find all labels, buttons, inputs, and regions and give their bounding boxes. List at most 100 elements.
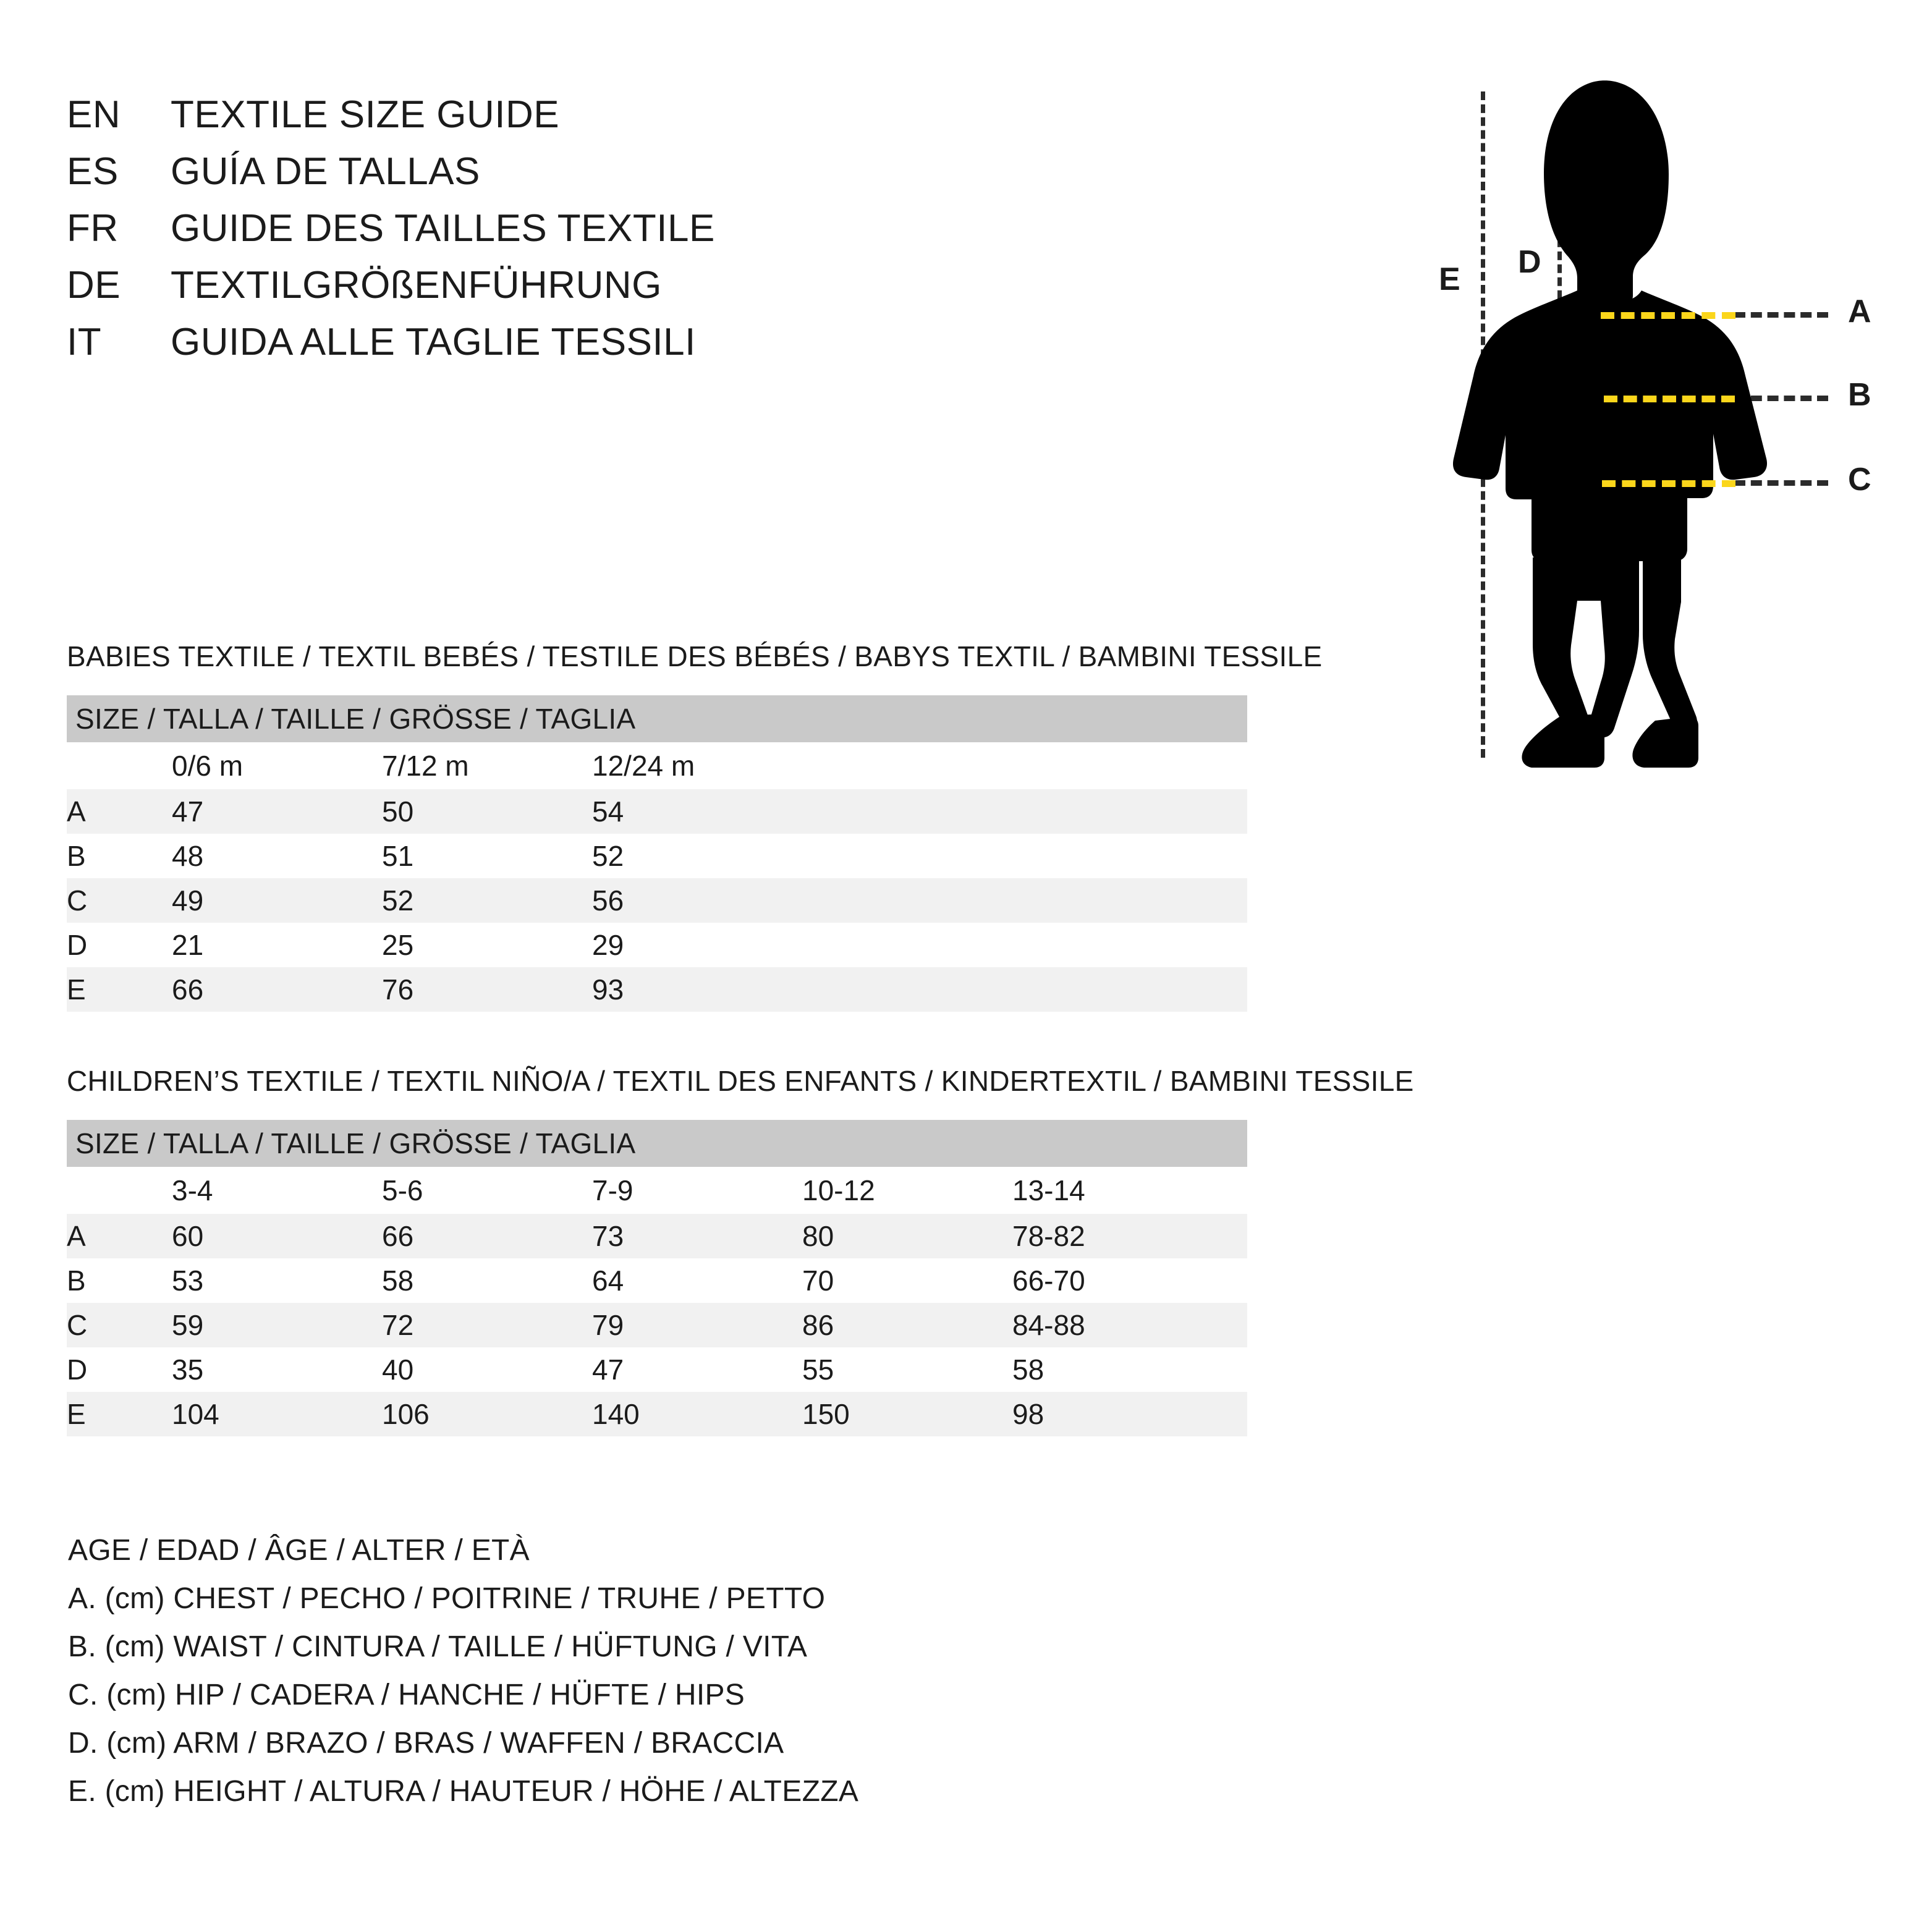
babies-a-pad [802, 789, 1248, 834]
figure-label-e: E [1439, 261, 1460, 297]
children-a-0: 60 [172, 1214, 382, 1258]
title-row-es: ES GUÍA DE TALLAS [67, 150, 994, 206]
babies-c-2: 56 [592, 878, 802, 923]
table-row: C 59 72 79 86 84-88 [67, 1303, 1248, 1347]
chest-measure-line-a [1601, 312, 1735, 319]
children-e-4: 98 [1012, 1392, 1248, 1436]
chest-leader-line-a [1734, 312, 1828, 318]
table-row: B 48 51 52 [67, 834, 1247, 878]
children-c-2: 79 [592, 1303, 802, 1347]
babies-b-1: 51 [382, 840, 414, 872]
title-lang-fr: FR [67, 207, 119, 250]
children-col-1: 5-6 [382, 1174, 423, 1206]
table-row: A 47 50 54 [67, 789, 1248, 834]
babies-b-pad [802, 834, 1247, 878]
hip-leader-line-c [1734, 480, 1828, 486]
babies-e-pad [802, 967, 1248, 1012]
babies-e-1: 76 [382, 967, 592, 1012]
table-row: D 35 40 47 55 58 [67, 1347, 1247, 1392]
legend-line-b-waist: B. (cm) WAIST / CINTURA / TAILLE / HÜFTU… [68, 1630, 808, 1663]
children-row-label-b: B [67, 1265, 86, 1297]
babies-col-0: 0/6 m [172, 750, 244, 782]
babies-b-0: 48 [172, 840, 204, 872]
children-b-0: 53 [172, 1265, 204, 1297]
table-row: C 49 52 56 [67, 878, 1248, 923]
babies-a-2: 54 [592, 789, 802, 834]
table-row: A 60 66 73 80 78-82 [67, 1214, 1248, 1258]
babies-d-1: 25 [382, 929, 414, 961]
title-text-fr: GUIDE DES TAILLES TEXTILE [171, 207, 715, 250]
babies-corner-cell [67, 742, 172, 789]
table-row: E 66 76 93 [67, 967, 1248, 1012]
legend-line-c-hip: C. (cm) HIP / CADERA / HANCHE / HÜFTE / … [68, 1679, 745, 1711]
title-lang-en: EN [67, 93, 121, 136]
title-row-de: DE TEXTILGRÖßENFÜHRUNG [67, 263, 994, 320]
children-d-3: 55 [802, 1354, 834, 1386]
babies-section-caption: BABIES TEXTILE / TEXTIL BEBÉS / TESTILE … [67, 640, 1323, 672]
title-row-en: EN TEXTILE SIZE GUIDE [67, 93, 994, 150]
figure-label-c: C [1848, 462, 1871, 498]
title-text-en: TEXTILE SIZE GUIDE [171, 93, 560, 136]
table-row: D 21 25 29 [67, 923, 1247, 967]
figure-label-a: A [1848, 294, 1871, 329]
babies-c-pad [802, 878, 1248, 923]
babies-column-header-row: 0/6 m 7/12 m 12/24 m [67, 742, 1247, 789]
children-a-2: 73 [592, 1214, 802, 1258]
babies-e-2: 93 [592, 967, 802, 1012]
legend-line-d-arm: D. (cm) ARM / BRAZO / BRAS / WAFFEN / BR… [68, 1727, 784, 1760]
children-c-0: 59 [172, 1303, 382, 1347]
babies-col-1: 7/12 m [382, 750, 469, 782]
children-row-label-e: E [67, 1392, 172, 1436]
children-row-label-a: A [67, 1214, 172, 1258]
children-table-head-bar: SIZE / TALLA / TAILLE / GRÖSSE / TAGLIA [67, 1120, 1248, 1167]
title-text-es: GUÍA DE TALLAS [171, 150, 480, 193]
legend-line-e-height: E. (cm) HEIGHT / ALTURA / HAUTEUR / HÖHE… [68, 1775, 859, 1808]
babies-b-2: 52 [592, 840, 624, 872]
title-lang-de: DE [67, 264, 121, 307]
children-column-header-row: 3-4 5-6 7-9 10-12 13-14 [67, 1167, 1247, 1214]
babies-row-label-c: C [67, 878, 172, 923]
children-head-bar-label: SIZE / TALLA / TAILLE / GRÖSSE / TAGLIA [67, 1120, 1248, 1167]
title-row-it: IT GUIDA ALLE TAGLIE TESSILI [67, 320, 994, 377]
children-c-1: 72 [382, 1303, 592, 1347]
babies-table-head-bar: SIZE / TALLA / TAILLE / GRÖSSE / TAGLIA [67, 695, 1248, 742]
children-d-1: 40 [382, 1354, 414, 1386]
children-e-2: 140 [592, 1392, 802, 1436]
children-a-1: 66 [382, 1214, 592, 1258]
babies-a-0: 47 [172, 789, 382, 834]
children-textile-section: CHILDREN’S TEXTILE / TEXTIL NIÑO/A / TEX… [67, 1064, 1414, 1436]
babies-d-pad [802, 923, 1247, 967]
children-size-table: SIZE / TALLA / TAILLE / GRÖSSE / TAGLIA … [67, 1120, 1248, 1436]
children-row-label-c: C [67, 1303, 172, 1347]
babies-row-label-d: D [67, 929, 88, 961]
measurement-legend: AGE / EDAD / ÂGE / ALTER / ETÀ A. (cm) C… [68, 1527, 1242, 1816]
title-lang-es: ES [67, 150, 119, 193]
children-a-3: 80 [802, 1214, 1012, 1258]
title-row-fr: FR GUIDE DES TAILLES TEXTILE [67, 206, 994, 263]
title-block: EN TEXTILE SIZE GUIDE ES GUÍA DE TALLAS … [67, 93, 994, 377]
children-c-3: 86 [802, 1303, 1012, 1347]
babies-d-0: 21 [172, 929, 204, 961]
children-b-1: 58 [382, 1265, 414, 1297]
legend-line-a-chest: A. (cm) CHEST / PECHO / POITRINE / TRUHE… [68, 1582, 826, 1615]
figure-label-d: D [1518, 244, 1541, 280]
title-lang-it: IT [67, 321, 102, 363]
babies-c-1: 52 [382, 878, 592, 923]
babies-row-label-b: B [67, 840, 86, 872]
children-e-3: 150 [802, 1392, 1012, 1436]
table-row: E 104 106 140 150 98 [67, 1392, 1248, 1436]
children-section-caption: CHILDREN’S TEXTILE / TEXTIL NIÑO/A / TEX… [67, 1065, 1414, 1097]
children-col-4: 13-14 [1012, 1174, 1085, 1206]
children-row-label-d: D [67, 1354, 88, 1386]
babies-col-2: 12/24 m [592, 750, 695, 782]
figure-label-b: B [1848, 377, 1871, 413]
babies-d-2: 29 [592, 929, 624, 961]
children-b-2: 64 [592, 1265, 624, 1297]
babies-e-0: 66 [172, 967, 382, 1012]
children-col-2: 7-9 [592, 1174, 633, 1206]
title-text-de: TEXTILGRÖßENFÜHRUNG [171, 264, 662, 307]
babies-row-label-a: A [67, 789, 172, 834]
children-d-4: 58 [1012, 1354, 1044, 1386]
babies-size-table: SIZE / TALLA / TAILLE / GRÖSSE / TAGLIA … [67, 695, 1248, 1012]
table-row: B 53 58 64 70 66-70 [67, 1258, 1247, 1303]
